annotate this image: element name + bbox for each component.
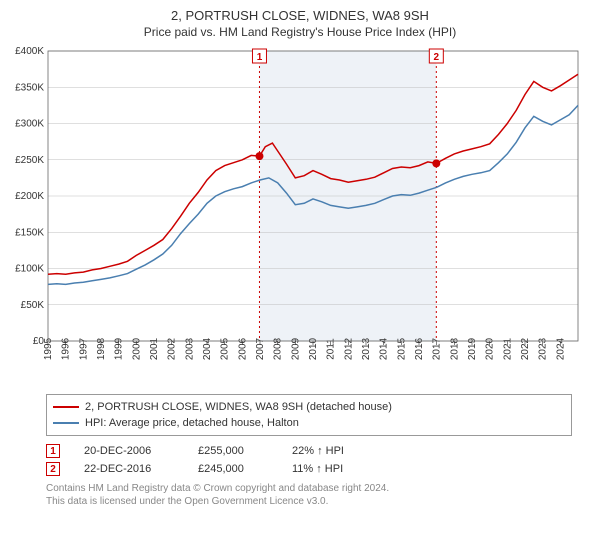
legend: 2, PORTRUSH CLOSE, WIDNES, WA8 9SH (deta…: [46, 394, 572, 436]
transaction-date: 22-DEC-2016: [84, 463, 174, 475]
legend-item-property: 2, PORTRUSH CLOSE, WIDNES, WA8 9SH (deta…: [53, 399, 565, 415]
marker-badge-1: 1: [46, 444, 60, 458]
transaction-row: 2 22-DEC-2016 £245,000 11% ↑ HPI: [46, 460, 572, 478]
svg-text:1: 1: [257, 52, 263, 63]
svg-text:£300K: £300K: [15, 119, 44, 130]
svg-text:£200K: £200K: [15, 191, 44, 202]
footer: Contains HM Land Registry data © Crown c…: [46, 482, 572, 508]
marker-badge-2: 2: [46, 462, 60, 476]
svg-text:£350K: £350K: [15, 82, 44, 93]
page-subtitle: Price paid vs. HM Land Registry's House …: [8, 25, 592, 39]
transaction-delta: 22% ↑ HPI: [292, 445, 344, 457]
footer-line: Contains HM Land Registry data © Crown c…: [46, 482, 572, 495]
svg-text:£50K: £50K: [21, 300, 45, 311]
legend-label: 2, PORTRUSH CLOSE, WIDNES, WA8 9SH (deta…: [85, 399, 392, 415]
transaction-price: £245,000: [198, 463, 268, 475]
footer-line: This data is licensed under the Open Gov…: [46, 495, 572, 508]
transaction-price: £255,000: [198, 445, 268, 457]
page-title: 2, PORTRUSH CLOSE, WIDNES, WA8 9SH: [8, 8, 592, 23]
svg-text:£150K: £150K: [15, 227, 44, 238]
transaction-table: 1 20-DEC-2006 £255,000 22% ↑ HPI 2 22-DE…: [46, 442, 572, 478]
legend-swatch: [53, 422, 79, 424]
svg-text:£400K: £400K: [15, 46, 44, 57]
svg-text:£100K: £100K: [15, 264, 44, 275]
legend-label: HPI: Average price, detached house, Halt…: [85, 415, 299, 431]
legend-item-hpi: HPI: Average price, detached house, Halt…: [53, 415, 565, 431]
svg-text:2: 2: [434, 52, 440, 63]
transaction-row: 1 20-DEC-2006 £255,000 22% ↑ HPI: [46, 442, 572, 460]
legend-swatch: [53, 406, 79, 408]
transaction-delta: 11% ↑ HPI: [292, 463, 343, 475]
svg-text:£250K: £250K: [15, 155, 44, 166]
price-chart: £0£50K£100K£150K£200K£250K£300K£350K£400…: [8, 45, 592, 388]
transaction-date: 20-DEC-2006: [84, 445, 174, 457]
